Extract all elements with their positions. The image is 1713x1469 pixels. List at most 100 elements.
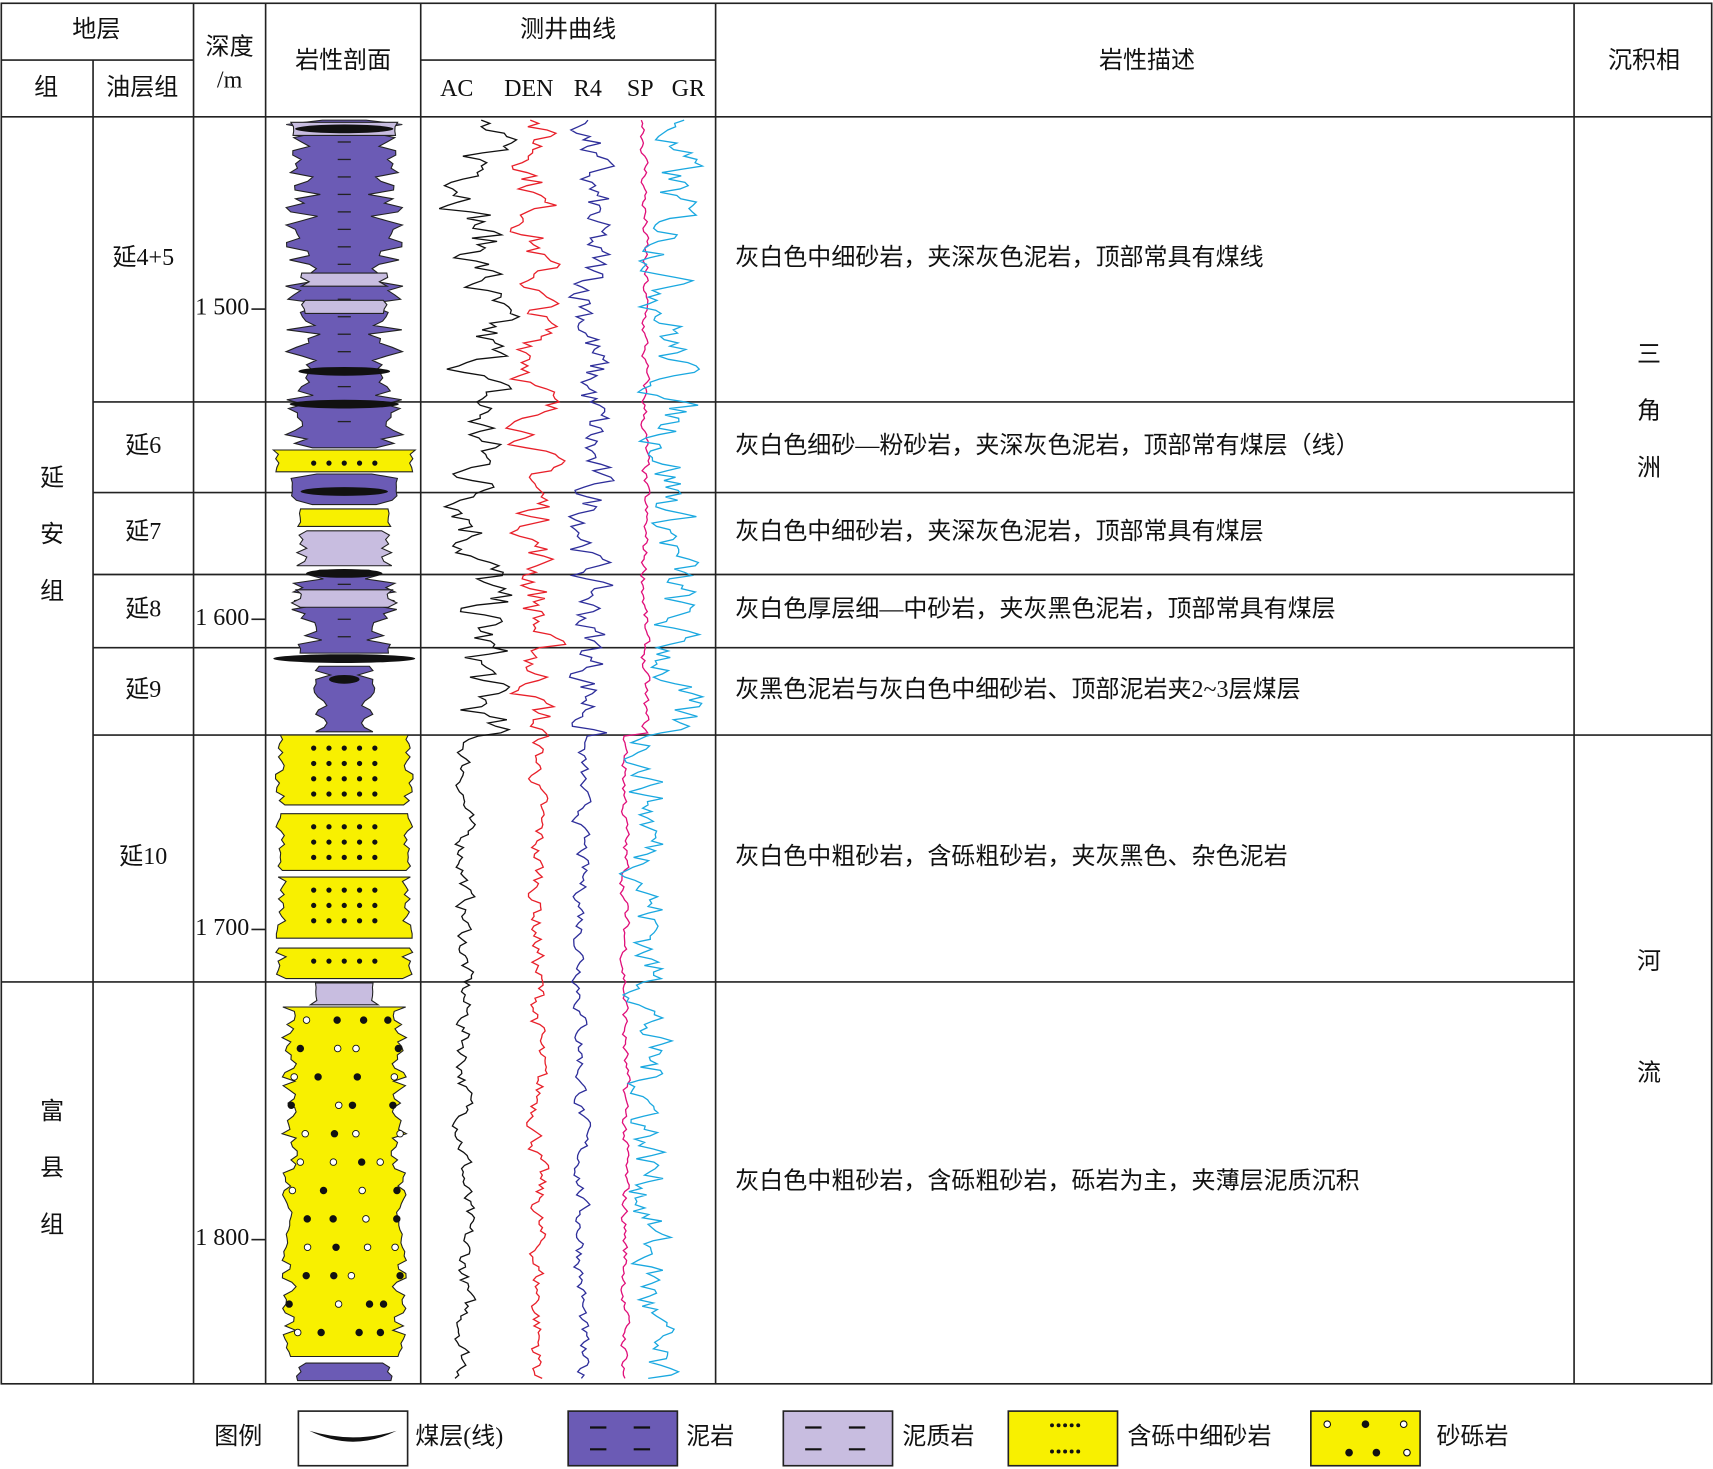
grain <box>372 854 378 860</box>
legend-dot <box>1076 1449 1081 1454</box>
legend-dot <box>1063 1423 1068 1428</box>
grain <box>311 958 317 964</box>
grain <box>296 1044 305 1053</box>
grain <box>376 1158 384 1166</box>
legend-dot <box>1050 1423 1054 1428</box>
coal-bed <box>289 399 399 409</box>
member-name: 延6 <box>125 432 161 459</box>
grain <box>355 1328 363 1337</box>
header-logs: 测井曲线 <box>520 16 616 43</box>
member-description: 灰白色厚层细—中砂岩，夹灰黑色泥岩，顶部常具有煤层 <box>735 596 1335 623</box>
grain <box>394 1044 403 1053</box>
grain <box>311 824 317 830</box>
grain <box>356 958 363 964</box>
lithology-bed <box>313 665 376 733</box>
formation-name: 延安组 <box>36 464 64 634</box>
log-curve <box>438 119 521 1379</box>
grain <box>353 1073 362 1081</box>
member-description: 灰白色中细砂岩，夹深灰色泥岩，顶部常具有煤层 <box>735 518 1263 545</box>
grain <box>302 1016 311 1024</box>
coal-bed <box>273 654 416 663</box>
grain <box>359 1016 368 1024</box>
grain <box>330 1271 338 1280</box>
grain <box>326 776 332 782</box>
grain <box>319 1186 328 1195</box>
grain <box>356 776 363 782</box>
member-name: 延4+5 <box>113 244 175 271</box>
grain <box>356 854 363 860</box>
legend-label: 砂砾岩 <box>1436 1423 1508 1450</box>
log-curve <box>618 119 706 1379</box>
grain <box>356 460 363 466</box>
grain <box>341 460 347 466</box>
log-curve <box>504 119 567 1379</box>
legend-dot <box>1069 1423 1074 1428</box>
lithology-bed <box>274 734 414 806</box>
grain <box>365 1300 374 1308</box>
grain <box>334 1300 343 1308</box>
depth-label: 1 800 <box>195 1225 249 1251</box>
lithology-bed <box>296 508 392 527</box>
grain <box>311 760 317 767</box>
grain <box>363 1243 372 1251</box>
legend-swatch <box>782 1410 894 1467</box>
grain <box>303 1215 311 1223</box>
legend-dot <box>1076 1423 1081 1428</box>
grain <box>311 839 317 845</box>
grain <box>341 760 347 767</box>
curve-label: R4 <box>574 76 602 102</box>
grain <box>326 854 332 860</box>
legend-swatch <box>1007 1410 1119 1467</box>
header-lithology: 岩性剖面 <box>295 47 391 74</box>
coal-bed <box>306 569 383 578</box>
grain <box>376 1328 385 1337</box>
legend-grain <box>1399 1420 1408 1429</box>
grain <box>335 1101 343 1110</box>
member-name: 延8 <box>125 596 161 623</box>
member-description: 灰黑色泥岩与灰白色中细砂岩、顶部泥岩夹2~3层煤层 <box>735 676 1300 703</box>
grain <box>329 1158 338 1166</box>
grain <box>311 902 317 909</box>
grain <box>372 760 378 767</box>
coal-bed <box>328 674 360 684</box>
legend-dot <box>1069 1449 1074 1454</box>
log-curves <box>438 119 706 1379</box>
facies-name: 河流 <box>1632 948 1660 1171</box>
grain <box>341 824 347 830</box>
grain <box>333 1044 342 1053</box>
grain <box>362 1215 370 1223</box>
grain <box>311 791 317 797</box>
legend-grain <box>1372 1448 1381 1457</box>
lithology-bed <box>308 982 380 1006</box>
grain <box>372 791 378 797</box>
grain <box>356 760 363 767</box>
grain <box>352 1044 360 1053</box>
legend-label: 煤层(线) <box>415 1423 503 1450</box>
grain <box>285 1300 293 1308</box>
curve-label: DEN <box>504 76 553 102</box>
curve-label: SP <box>627 76 654 102</box>
member-description: 灰白色细砂—粉砂岩，夹深灰色泥岩，顶部常有煤层（线） <box>735 432 1359 459</box>
grain <box>311 745 317 751</box>
grain <box>348 1101 357 1110</box>
grain <box>390 1073 399 1081</box>
grain <box>389 1101 397 1110</box>
grain <box>358 1186 366 1195</box>
grain <box>330 1129 339 1138</box>
coal-bed <box>295 124 394 134</box>
lithology-bed <box>299 272 390 287</box>
grain <box>326 958 332 964</box>
grain <box>290 1073 298 1081</box>
lithology-bed <box>280 1006 408 1358</box>
grain <box>357 1158 366 1166</box>
grain <box>296 1158 305 1166</box>
grain <box>356 824 363 830</box>
grain <box>314 1073 322 1081</box>
legend-grain <box>1345 1448 1353 1457</box>
grain <box>341 854 347 860</box>
lithology-bed <box>300 299 388 315</box>
grain <box>372 776 378 782</box>
grain <box>391 1243 399 1251</box>
grain <box>341 745 347 751</box>
